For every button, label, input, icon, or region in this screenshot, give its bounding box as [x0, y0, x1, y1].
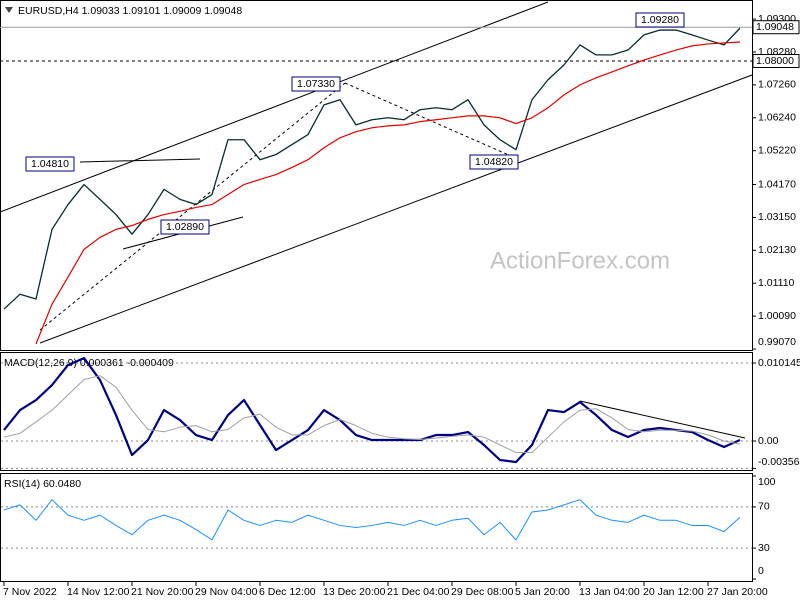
price-level-box — [752, 20, 800, 35]
x-tick-label: 27 Jan 20:00 — [707, 586, 768, 598]
panel-title: MACD(12,26,9) 0.000361 -0.000409 — [4, 357, 174, 369]
x-tick-label: 13 Jan 04:00 — [579, 586, 640, 598]
y-tick-label: 1.00090 — [758, 310, 796, 322]
y-tick-label: 30 — [758, 542, 770, 554]
y-tick-label: 1.01110 — [758, 277, 795, 289]
y-tick-label: 0.99070 — [758, 336, 796, 348]
y-tick-label: 70 — [758, 501, 770, 513]
pattern-line — [344, 82, 521, 161]
price-level-box — [752, 54, 800, 69]
annotation: 1.04820 — [475, 156, 513, 168]
y-tick-label: 0.00 — [758, 435, 779, 447]
y-tick-label: 1.05220 — [758, 144, 796, 156]
series-line — [3, 356, 741, 464]
x-tick-label: 14 Nov 12:00 — [67, 586, 130, 598]
series-line — [3, 499, 741, 541]
y-tick-label: 1.04170 — [758, 178, 796, 190]
rsi-panel — [0, 473, 753, 582]
x-tick-label: 5 Jan 20:00 — [515, 586, 570, 598]
annotation-box — [469, 154, 519, 170]
panel-title: RSI(14) 60.0480 — [4, 478, 81, 490]
x-tick-label: 29 Nov 04:00 — [195, 586, 258, 598]
series-line — [35, 41, 741, 345]
x-tick-label: 29 Dec 08:00 — [451, 586, 514, 598]
x-tick-label: 7 Nov 2022 — [3, 586, 57, 598]
x-tick-label: 13 Dec 20:00 — [323, 586, 386, 598]
series-line — [3, 27, 741, 310]
x-tick-label: 6 Dec 12:00 — [259, 586, 316, 598]
price-level-label: 1.08000 — [756, 55, 794, 67]
annotation-box — [25, 156, 75, 172]
x-tick-label: 20 Jan 12:00 — [643, 586, 704, 598]
y-tick-label: 100 — [758, 476, 776, 488]
y-tick-label: 1.06240 — [758, 112, 796, 124]
pattern-line — [79, 158, 201, 163]
y-tick-label: 0 — [758, 565, 764, 577]
price-panel — [0, 0, 753, 351]
y-tick-label: 0.010145 — [758, 357, 800, 369]
annotation-box — [635, 12, 685, 28]
title-icon — [5, 7, 13, 13]
y-tick-label: -0.003563 — [758, 456, 800, 468]
macd-trendline — [579, 400, 746, 439]
y-tick-label: 1.03150 — [758, 211, 796, 223]
annotation: 1.04810 — [31, 158, 69, 170]
channel-upper — [0, 1, 549, 213]
x-tick-label: 21 Dec 04:00 — [387, 586, 450, 598]
annotation: 1.02890 — [166, 221, 204, 233]
series-line — [3, 375, 741, 454]
y-tick-label: 1.07260 — [758, 79, 796, 91]
annotation: 1.09280 — [641, 14, 679, 26]
annotation-box — [160, 219, 210, 235]
x-tick-label: 21 Nov 20:00 — [131, 586, 194, 598]
y-tick-label: 1.02130 — [758, 244, 796, 256]
annotation-box — [291, 76, 341, 92]
panel-title: EURUSD,H4 1.09033 1.09101 1.09009 1.0904… — [18, 5, 242, 17]
price-level-label: 1.09048 — [756, 21, 794, 33]
channel-lower — [39, 74, 753, 344]
macd-panel — [0, 352, 753, 471]
annotation: 1.07330 — [297, 78, 335, 90]
watermark: ActionForex.com — [490, 247, 670, 274]
